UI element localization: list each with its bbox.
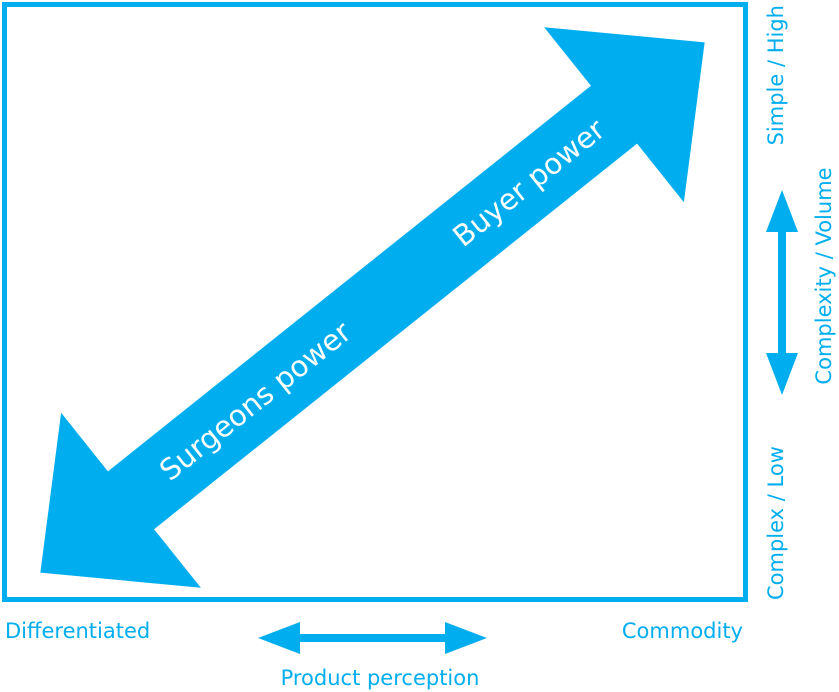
double-arrow xyxy=(40,27,705,588)
simple-high-label: Simple / High xyxy=(764,5,788,145)
differentiated-label: Differentiated xyxy=(5,619,150,643)
complexity-volume-label: Complexity / Volume xyxy=(812,167,836,384)
horizontal-double-arrow-icon xyxy=(258,622,487,654)
frame-box xyxy=(2,2,748,602)
surgeons-power-label: Surgeons power xyxy=(153,315,358,488)
commodity-label: Commodity xyxy=(622,619,743,643)
product-perception-label: Product perception xyxy=(281,666,480,690)
vertical-double-arrow-icon xyxy=(766,190,798,395)
complex-low-label: Complex / Low xyxy=(764,446,788,600)
